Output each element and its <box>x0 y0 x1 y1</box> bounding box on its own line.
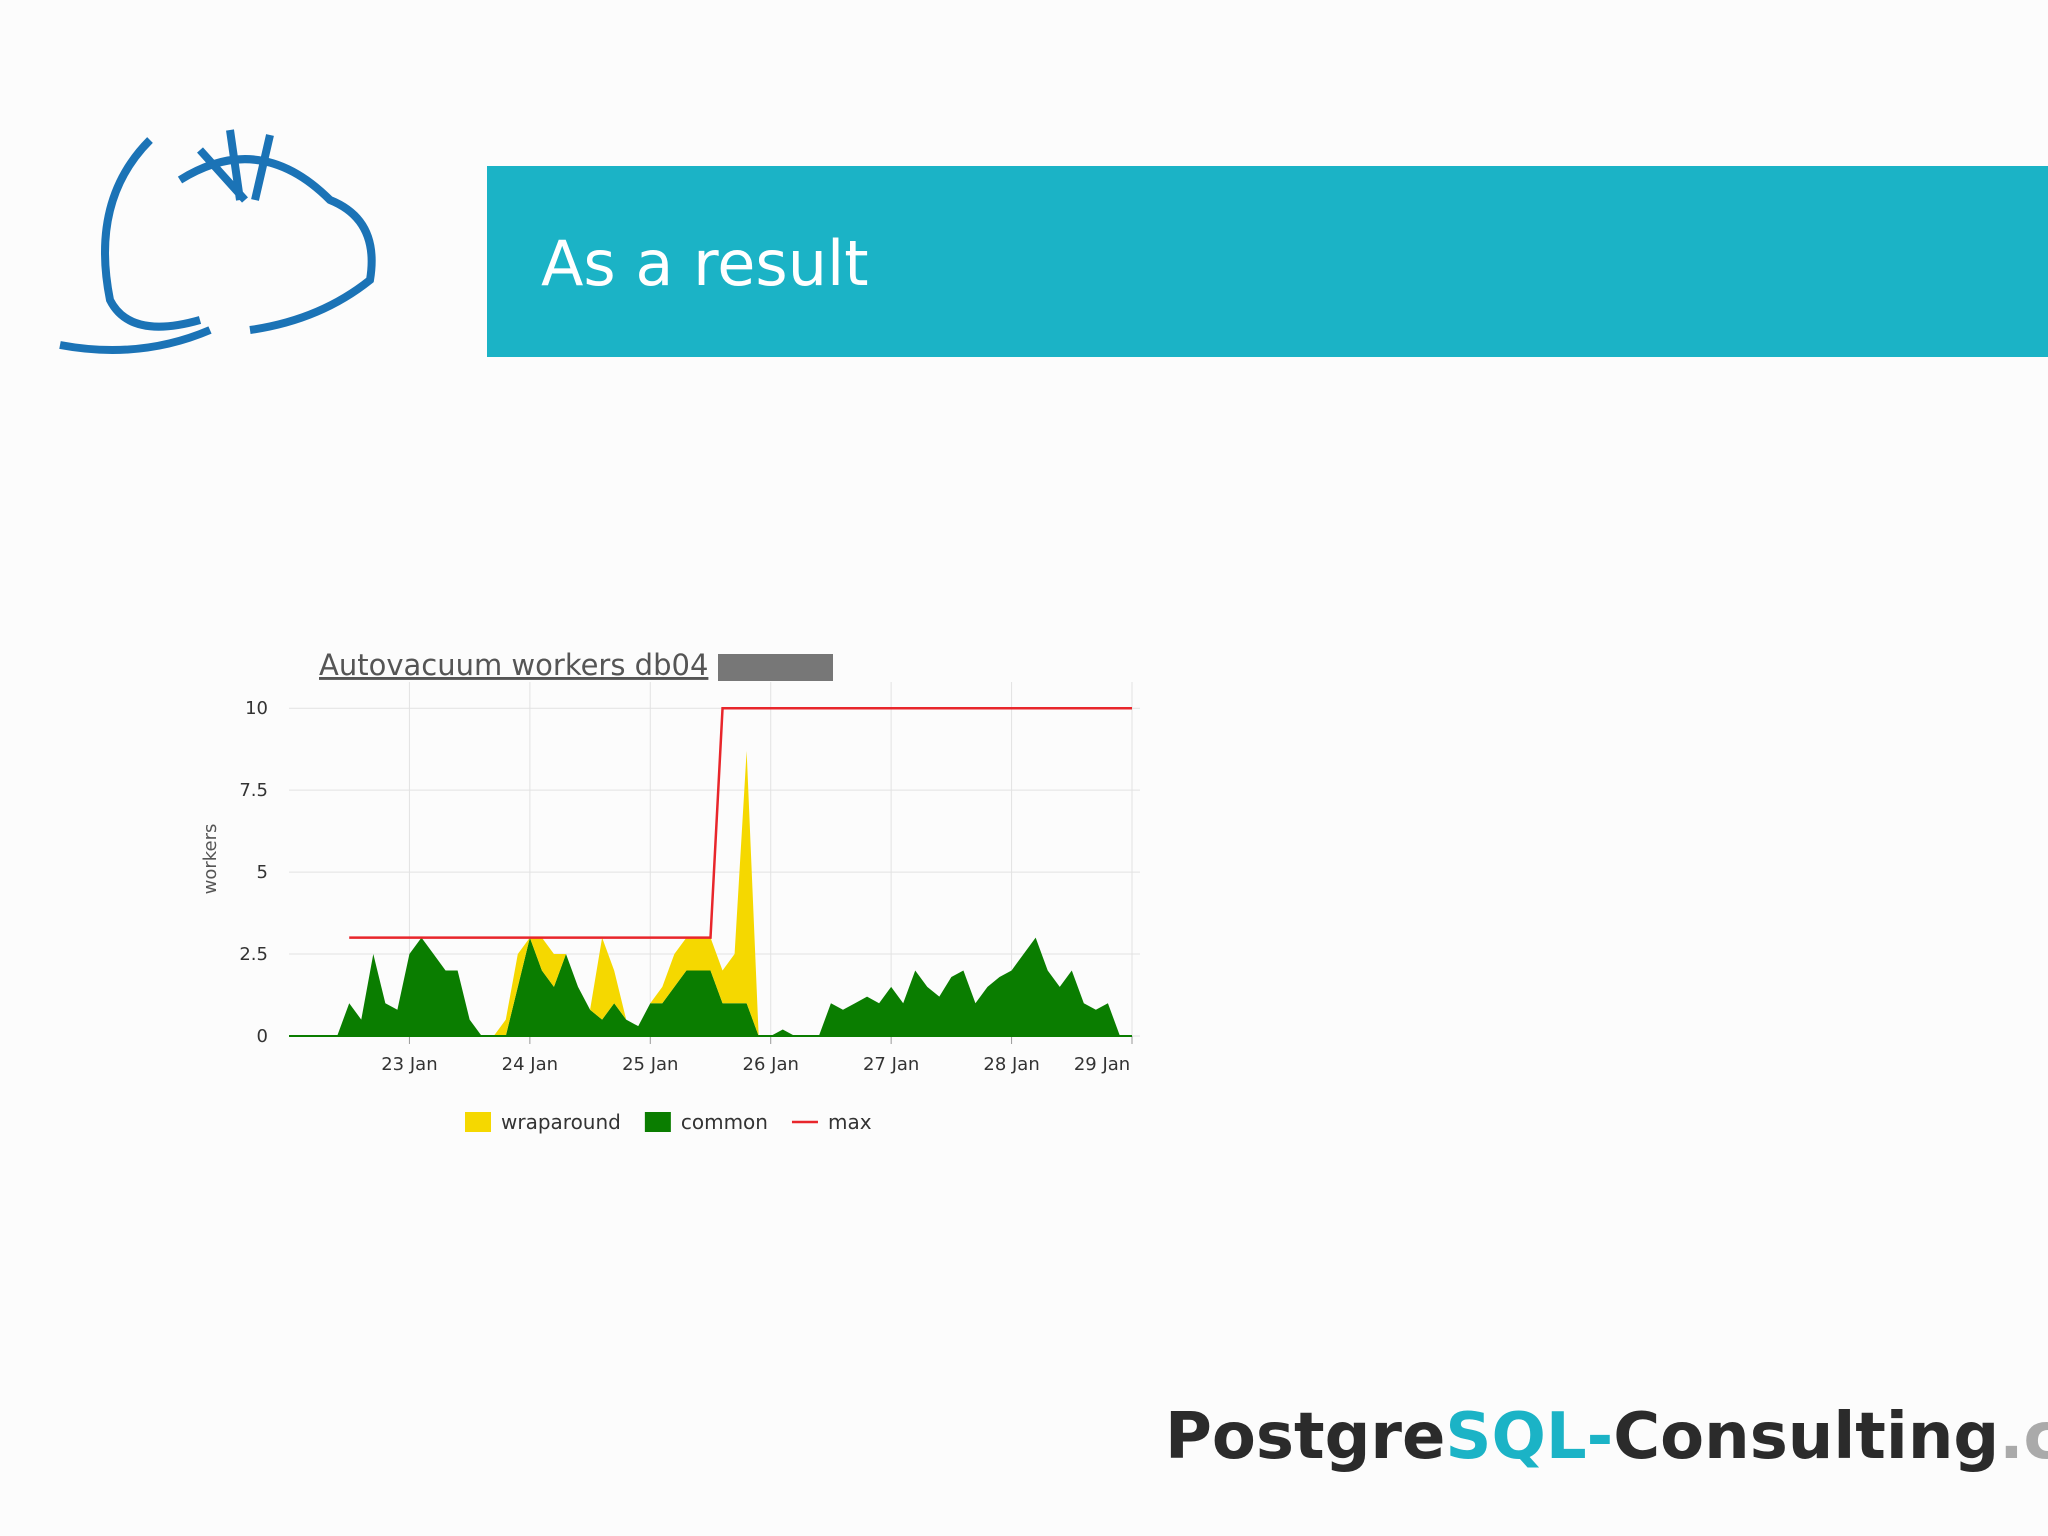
redaction <box>718 654 833 681</box>
legend-label: wraparound <box>501 1110 621 1134</box>
y-tick-label: 2.5 <box>239 944 268 965</box>
legend-label: common <box>681 1110 768 1134</box>
area-common <box>289 937 1132 1036</box>
logo-trunk <box>101 137 202 331</box>
y-tick-label: 0 <box>257 1026 268 1047</box>
x-tick-label: 26 Jan <box>743 1054 799 1075</box>
footer: PostgreSQL-Consulting.com <box>1165 1400 2048 1474</box>
footer-part: .com <box>1999 1400 2048 1474</box>
legend-label: max <box>828 1110 872 1134</box>
max-line <box>349 706 1132 939</box>
footer-part: - <box>1587 1400 1614 1474</box>
y-tick-label: 7.5 <box>239 780 268 801</box>
x-tick-label: 23 Jan <box>381 1054 437 1075</box>
chart-title: Autovacuum workers db04 <box>319 648 708 682</box>
chart: Autovacuum workers db04 workers 0 2.5 5 7.5 10… <box>200 648 1140 1134</box>
y-tick-label: 5 <box>257 862 268 883</box>
logo <box>59 129 376 354</box>
footer-part: Consulting <box>1613 1400 1999 1474</box>
logo-tusk <box>59 326 212 354</box>
footer-part: Postgre <box>1165 1400 1445 1474</box>
legend-swatch <box>644 1112 671 1132</box>
y-tick-label: 10 <box>245 698 268 719</box>
x-tick-label: 28 Jan <box>983 1054 1039 1075</box>
slide-title: As a result <box>541 227 869 300</box>
logo-head <box>177 155 376 334</box>
y-axis-label: workers <box>200 824 221 895</box>
x-tick-label: 29 Jan <box>1074 1054 1130 1075</box>
header-bar <box>487 166 2048 357</box>
x-tick-label: 25 Jan <box>622 1054 678 1075</box>
x-tick-label: 24 Jan <box>502 1054 558 1075</box>
logo-crown <box>197 129 274 203</box>
legend-swatch <box>465 1112 491 1132</box>
x-tick-label: 27 Jan <box>863 1054 919 1075</box>
footer-part: SQL <box>1445 1400 1586 1474</box>
